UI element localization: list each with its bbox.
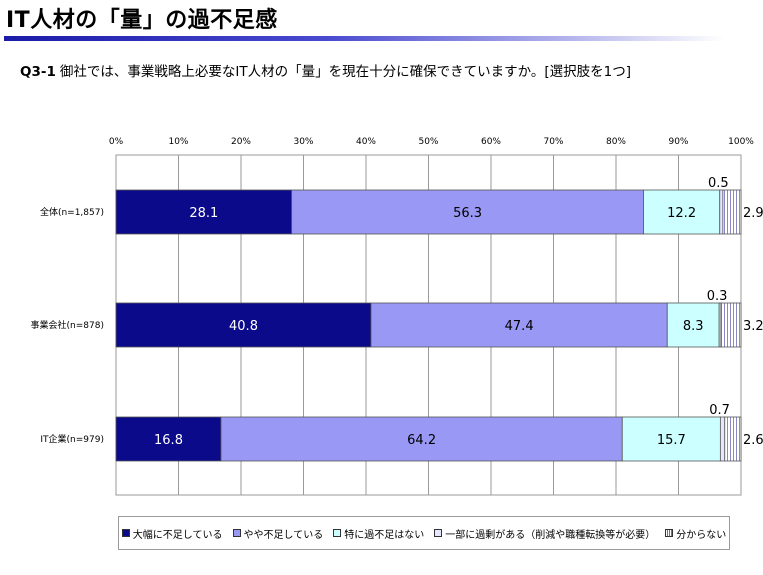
legend-item: 一部に過剰がある（削減や職種転換等が必要） bbox=[434, 526, 655, 541]
legend-label: やや不足している bbox=[243, 529, 324, 541]
data-label: 12.2 bbox=[667, 206, 696, 221]
bar-segment bbox=[220, 416, 623, 462]
category-label: IT企業(n=979) bbox=[40, 433, 104, 445]
bar-segment bbox=[621, 416, 721, 462]
data-label: 47.4 bbox=[505, 319, 534, 334]
bar-segment bbox=[291, 189, 644, 235]
x-tick-label: 30% bbox=[293, 137, 313, 147]
data-label: 56.3 bbox=[453, 206, 482, 221]
data-label: 0.5 bbox=[708, 176, 729, 191]
data-label: 40.8 bbox=[229, 319, 258, 334]
legend-label: 特に過不足はない bbox=[344, 529, 425, 541]
x-tick-label: 40% bbox=[356, 137, 376, 147]
bar-segment bbox=[370, 302, 668, 348]
category-label: 事業会社(n=878) bbox=[31, 319, 104, 331]
legend-swatch bbox=[121, 529, 130, 537]
bar-segment bbox=[724, 416, 742, 462]
legend-swatch bbox=[232, 529, 241, 537]
data-label: 0.3 bbox=[707, 289, 728, 304]
legend-swatch bbox=[434, 529, 443, 537]
bar-segment bbox=[115, 189, 293, 235]
x-tick-label: 90% bbox=[668, 137, 688, 147]
data-label: 64.2 bbox=[407, 433, 436, 448]
x-tick-label: 0% bbox=[109, 137, 124, 147]
x-tick-label: 20% bbox=[231, 137, 251, 147]
bar-segment bbox=[722, 189, 742, 235]
data-label: 8.3 bbox=[683, 319, 704, 334]
data-label: 3.2 bbox=[743, 319, 763, 334]
legend-item: やや不足している bbox=[232, 526, 324, 541]
bar-segment bbox=[720, 302, 742, 348]
x-tick-label: 10% bbox=[168, 137, 188, 147]
x-tick-label: 80% bbox=[606, 137, 626, 147]
legend-item: 大幅に不足している bbox=[121, 526, 223, 541]
bar-segment bbox=[115, 302, 372, 348]
bar-segment bbox=[666, 302, 720, 348]
legend-swatch bbox=[665, 529, 674, 537]
title-underline bbox=[4, 36, 724, 41]
page-title: IT人材の「量」の過不足感 bbox=[6, 8, 278, 33]
legend-label: 一部に過剰がある（削減や職種転換等が必要） bbox=[445, 529, 656, 541]
x-tick-label: 70% bbox=[543, 137, 563, 147]
bar-segment bbox=[115, 416, 222, 462]
x-tick-label: 100% bbox=[728, 137, 754, 147]
bar-segment bbox=[719, 416, 726, 462]
question-body: 御社では、事業戦略上必要なIT人材の「量」を現在十分に確保できていますか。[選択… bbox=[59, 64, 631, 80]
data-label: 2.6 bbox=[743, 433, 763, 448]
data-label: 0.7 bbox=[709, 403, 730, 418]
legend-item: 特に過不足はない bbox=[333, 526, 424, 541]
data-label: 16.8 bbox=[154, 433, 183, 448]
chart-legend: 大幅に不足している やや不足している 特に過不足はない 一部に過剰がある（削減や職種転… bbox=[118, 516, 730, 550]
x-tick-label: 60% bbox=[481, 137, 501, 147]
legend-item: 分からない bbox=[665, 526, 726, 541]
data-label: 2.9 bbox=[743, 206, 763, 221]
category-label: 全体(n=1,857) bbox=[40, 206, 104, 218]
data-label: 28.1 bbox=[189, 206, 218, 221]
bar-segment bbox=[643, 189, 721, 235]
legend-label: 分からない bbox=[676, 529, 727, 541]
question-text: Q3-1 御社では、事業戦略上必要なIT人材の「量」を現在十分に確保できていますか… bbox=[20, 60, 631, 80]
legend-swatch bbox=[333, 529, 342, 537]
data-label: 15.7 bbox=[657, 433, 686, 448]
question-id: Q3-1 bbox=[20, 64, 56, 80]
bar-segment bbox=[719, 189, 724, 235]
legend-label: 大幅に不足している bbox=[132, 529, 223, 541]
x-tick-label: 50% bbox=[418, 137, 438, 147]
